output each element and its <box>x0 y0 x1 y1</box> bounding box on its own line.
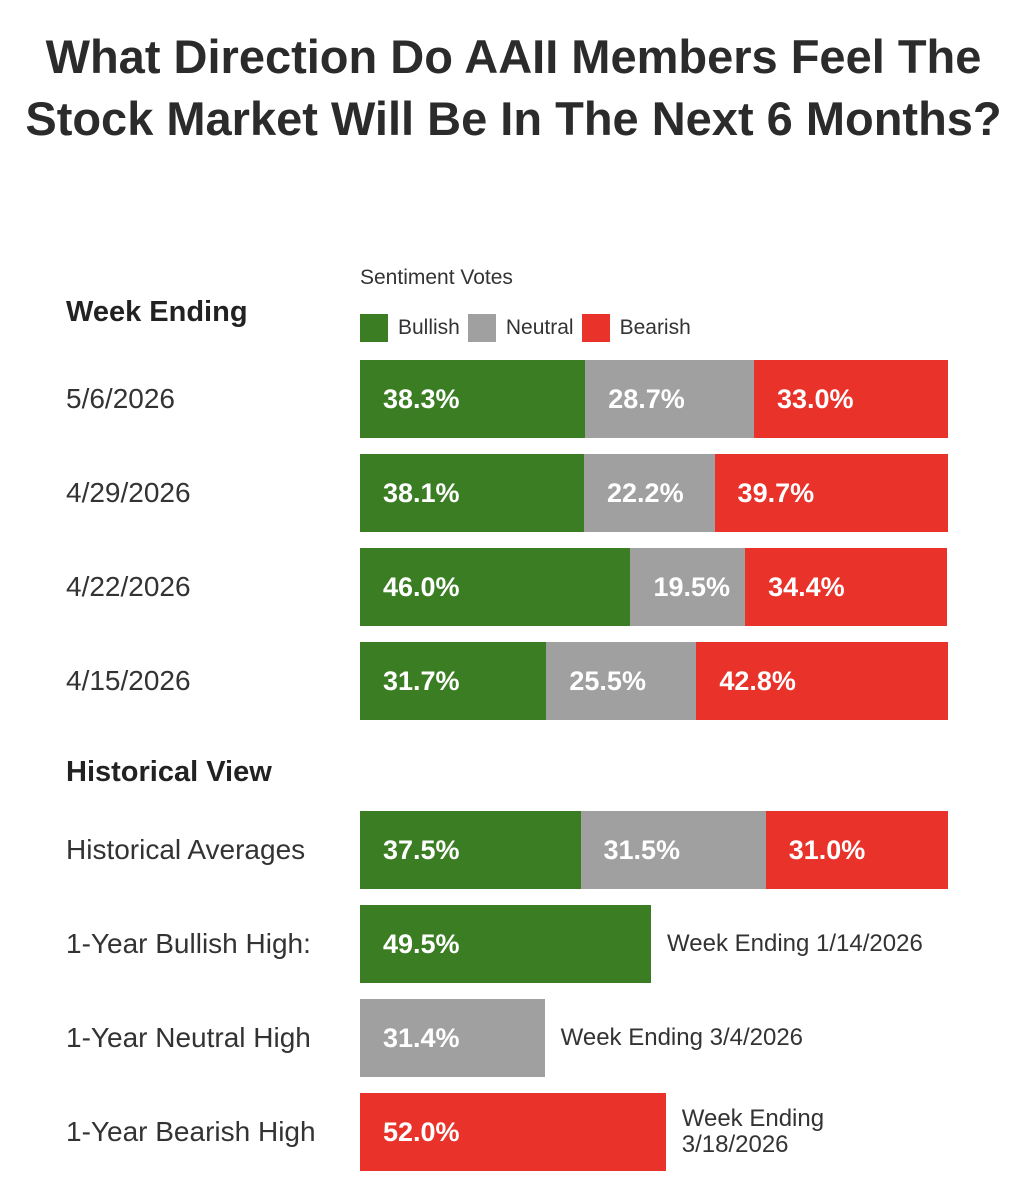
bar-neutral-5-6-2026: 28.7% <box>585 360 754 438</box>
bar-row-4-29-2026: 38.1% 22.2% 39.7% <box>360 454 948 532</box>
bar-neutral-4-15-2026: 25.5% <box>546 642 697 720</box>
bar-row-1-year-bearish-high: 52.0% <box>360 1093 948 1171</box>
bar-bearish-historical-averages: 31.0% <box>765 811 948 889</box>
bar-row-5-6-2026: 38.3% 28.7% 33.0% <box>360 360 948 438</box>
bar-row-4-15-2026: 31.7% 25.5% 42.8% <box>360 642 948 720</box>
row-label-4-29-2026: 4/29/2026 <box>66 477 191 508</box>
bar-neutral-4-22-2026: 19.5% <box>630 548 746 626</box>
legend-label-bearish: Bearish <box>619 316 691 339</box>
legend-item-bullish: Bullish <box>360 314 460 342</box>
note-line: 3/18/2026 <box>681 1131 789 1158</box>
legend: Bullish Neutral Bearish <box>360 314 699 342</box>
legend-label-bullish: Bullish <box>398 316 460 339</box>
bar-bearish-1-year-bearish-high: 52.0% <box>360 1093 666 1171</box>
note-line: Week Ending <box>681 1105 825 1132</box>
bar-bullish-4-15-2026: 31.7% <box>360 642 547 720</box>
row-label-1-year-bullish-high: 1-Year Bullish High: <box>66 928 311 959</box>
bar-row-1-year-bullish-high: 49.5% <box>360 905 948 983</box>
bar-neutral-historical-averages: 31.5% <box>580 811 766 889</box>
legend-swatch-bearish <box>581 314 610 342</box>
bar-bearish-4-15-2026: 42.8% <box>696 642 948 720</box>
bar-row-4-22-2026: 46.0% 19.5% 34.4% <box>360 548 948 626</box>
note-line: Week Ending 1/14/2026 <box>667 930 923 957</box>
note-1-year-bullish-high: Week Ending 1/14/2026 <box>667 931 923 957</box>
section-heading-historical-view: Historical View <box>66 756 272 788</box>
bar-row-1-year-neutral-high: 31.4% <box>360 999 948 1077</box>
bar-bearish-4-22-2026: 34.4% <box>745 548 948 626</box>
legend-swatch-neutral <box>467 314 496 342</box>
bar-bearish-4-29-2026: 39.7% <box>714 454 948 532</box>
note-1-year-bearish-high: Week Ending 3/18/2026 <box>682 1106 824 1158</box>
row-label-4-22-2026: 4/22/2026 <box>66 571 191 602</box>
row-label-1-year-neutral-high: 1-Year Neutral High <box>66 1022 311 1053</box>
bar-bullish-historical-averages: 37.5% <box>360 811 581 889</box>
bar-neutral-4-29-2026: 22.2% <box>584 454 715 532</box>
legend-swatch-bullish <box>360 314 388 342</box>
note-1-year-neutral-high: Week Ending 3/4/2026 <box>561 1025 803 1051</box>
bar-neutral-1-year-neutral-high: 31.4% <box>360 999 545 1077</box>
bar-bullish-5-6-2026: 38.3% <box>360 360 586 438</box>
chart-title: What Direction Do AAII Members Feel The … <box>25 30 1002 145</box>
bar-bullish-4-22-2026: 46.0% <box>360 548 631 626</box>
row-label-5-6-2026: 5/6/2026 <box>66 383 175 414</box>
legend-label-neutral: Neutral <box>505 316 574 339</box>
legend-item-bearish: Bearish <box>581 314 691 342</box>
legend-title: Sentiment Votes <box>360 266 513 289</box>
row-label-4-15-2026: 4/15/2026 <box>66 665 191 696</box>
legend-item-neutral: Neutral <box>467 314 574 342</box>
bar-row-historical-averages: 37.5% 31.5% 31.0% <box>360 811 948 889</box>
section-heading-week-ending: Week Ending <box>66 296 248 328</box>
bar-bullish-1-year-bullish-high: 49.5% <box>360 905 652 983</box>
row-label-historical-averages: Historical Averages <box>66 834 306 865</box>
row-label-1-year-bearish-high: 1-Year Bearish High <box>66 1116 316 1147</box>
bar-bearish-5-6-2026: 33.0% <box>753 360 948 438</box>
note-line: Week Ending 3/4/2026 <box>560 1024 804 1051</box>
bar-bullish-4-29-2026: 38.1% <box>360 454 585 532</box>
